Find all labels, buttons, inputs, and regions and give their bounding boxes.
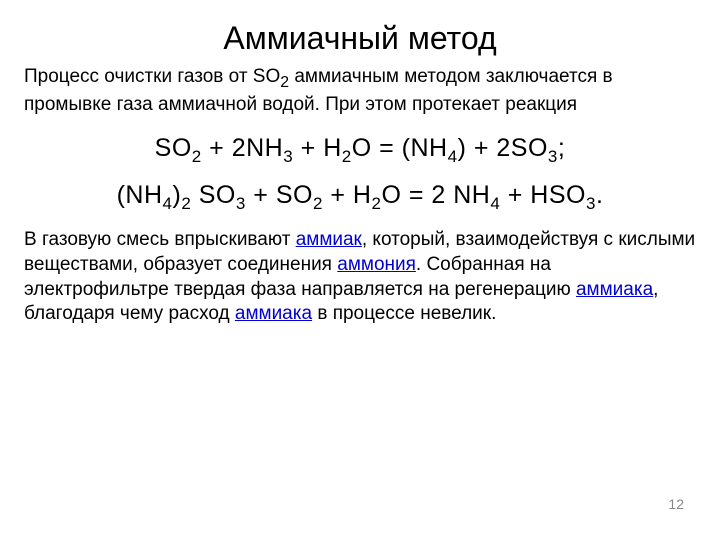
body-t1: В газовую смесь впрыскивают (24, 229, 296, 250)
equation-1: SO2 + 2NH3 + H2O = (NH4) + 2SO3; (24, 134, 696, 167)
intro-text-1: Процесс очистки газов от SO (24, 66, 280, 87)
highlight-ammiak-1: аммиак (296, 229, 362, 250)
slide-title: Аммиачный метод (24, 20, 696, 57)
page-number: 12 (668, 496, 684, 512)
highlight-ammiaka-2: аммиака (235, 303, 312, 324)
intro-sub-1: 2 (280, 74, 289, 91)
body-paragraph: В газовую смесь впрыскивают аммиак, кото… (24, 228, 696, 327)
equation-2: (NH4)2 SO3 + SO2 + H2O = 2 NH4 + HSO3. (24, 181, 696, 214)
highlight-ammiaka-1: аммиака (576, 279, 653, 300)
body-t5: в процессе невелик. (312, 303, 496, 324)
highlight-ammoniya: аммония (337, 254, 416, 275)
intro-paragraph: Процесс очистки газов от SO2 аммиачным м… (24, 65, 696, 116)
